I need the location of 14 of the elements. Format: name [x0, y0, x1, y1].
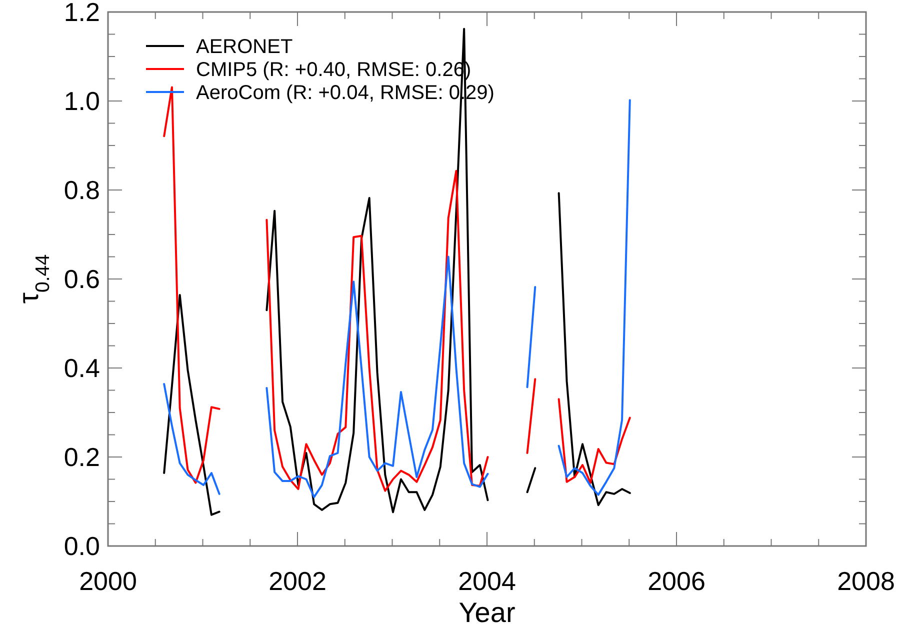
y-tick-label: 0.2 — [64, 442, 100, 472]
legend-label: AERONET — [196, 36, 293, 58]
x-axis-title: Year — [458, 597, 516, 628]
x-tick-label: 2008 — [837, 566, 895, 596]
y-tick-label: 1.2 — [64, 0, 100, 28]
x-tick-label: 2002 — [268, 566, 326, 596]
x-tick-label: 2000 — [79, 566, 137, 596]
y-tick-label: 0.4 — [64, 353, 100, 384]
x-tick-label: 2004 — [458, 566, 516, 596]
x-tick-label: 2006 — [648, 566, 706, 596]
y-tick-label: 0.6 — [64, 264, 100, 294]
y-tick-label: 1.0 — [64, 86, 100, 116]
y-tick-label: 0.0 — [64, 531, 100, 562]
y-tick-label: 0.8 — [64, 175, 100, 206]
